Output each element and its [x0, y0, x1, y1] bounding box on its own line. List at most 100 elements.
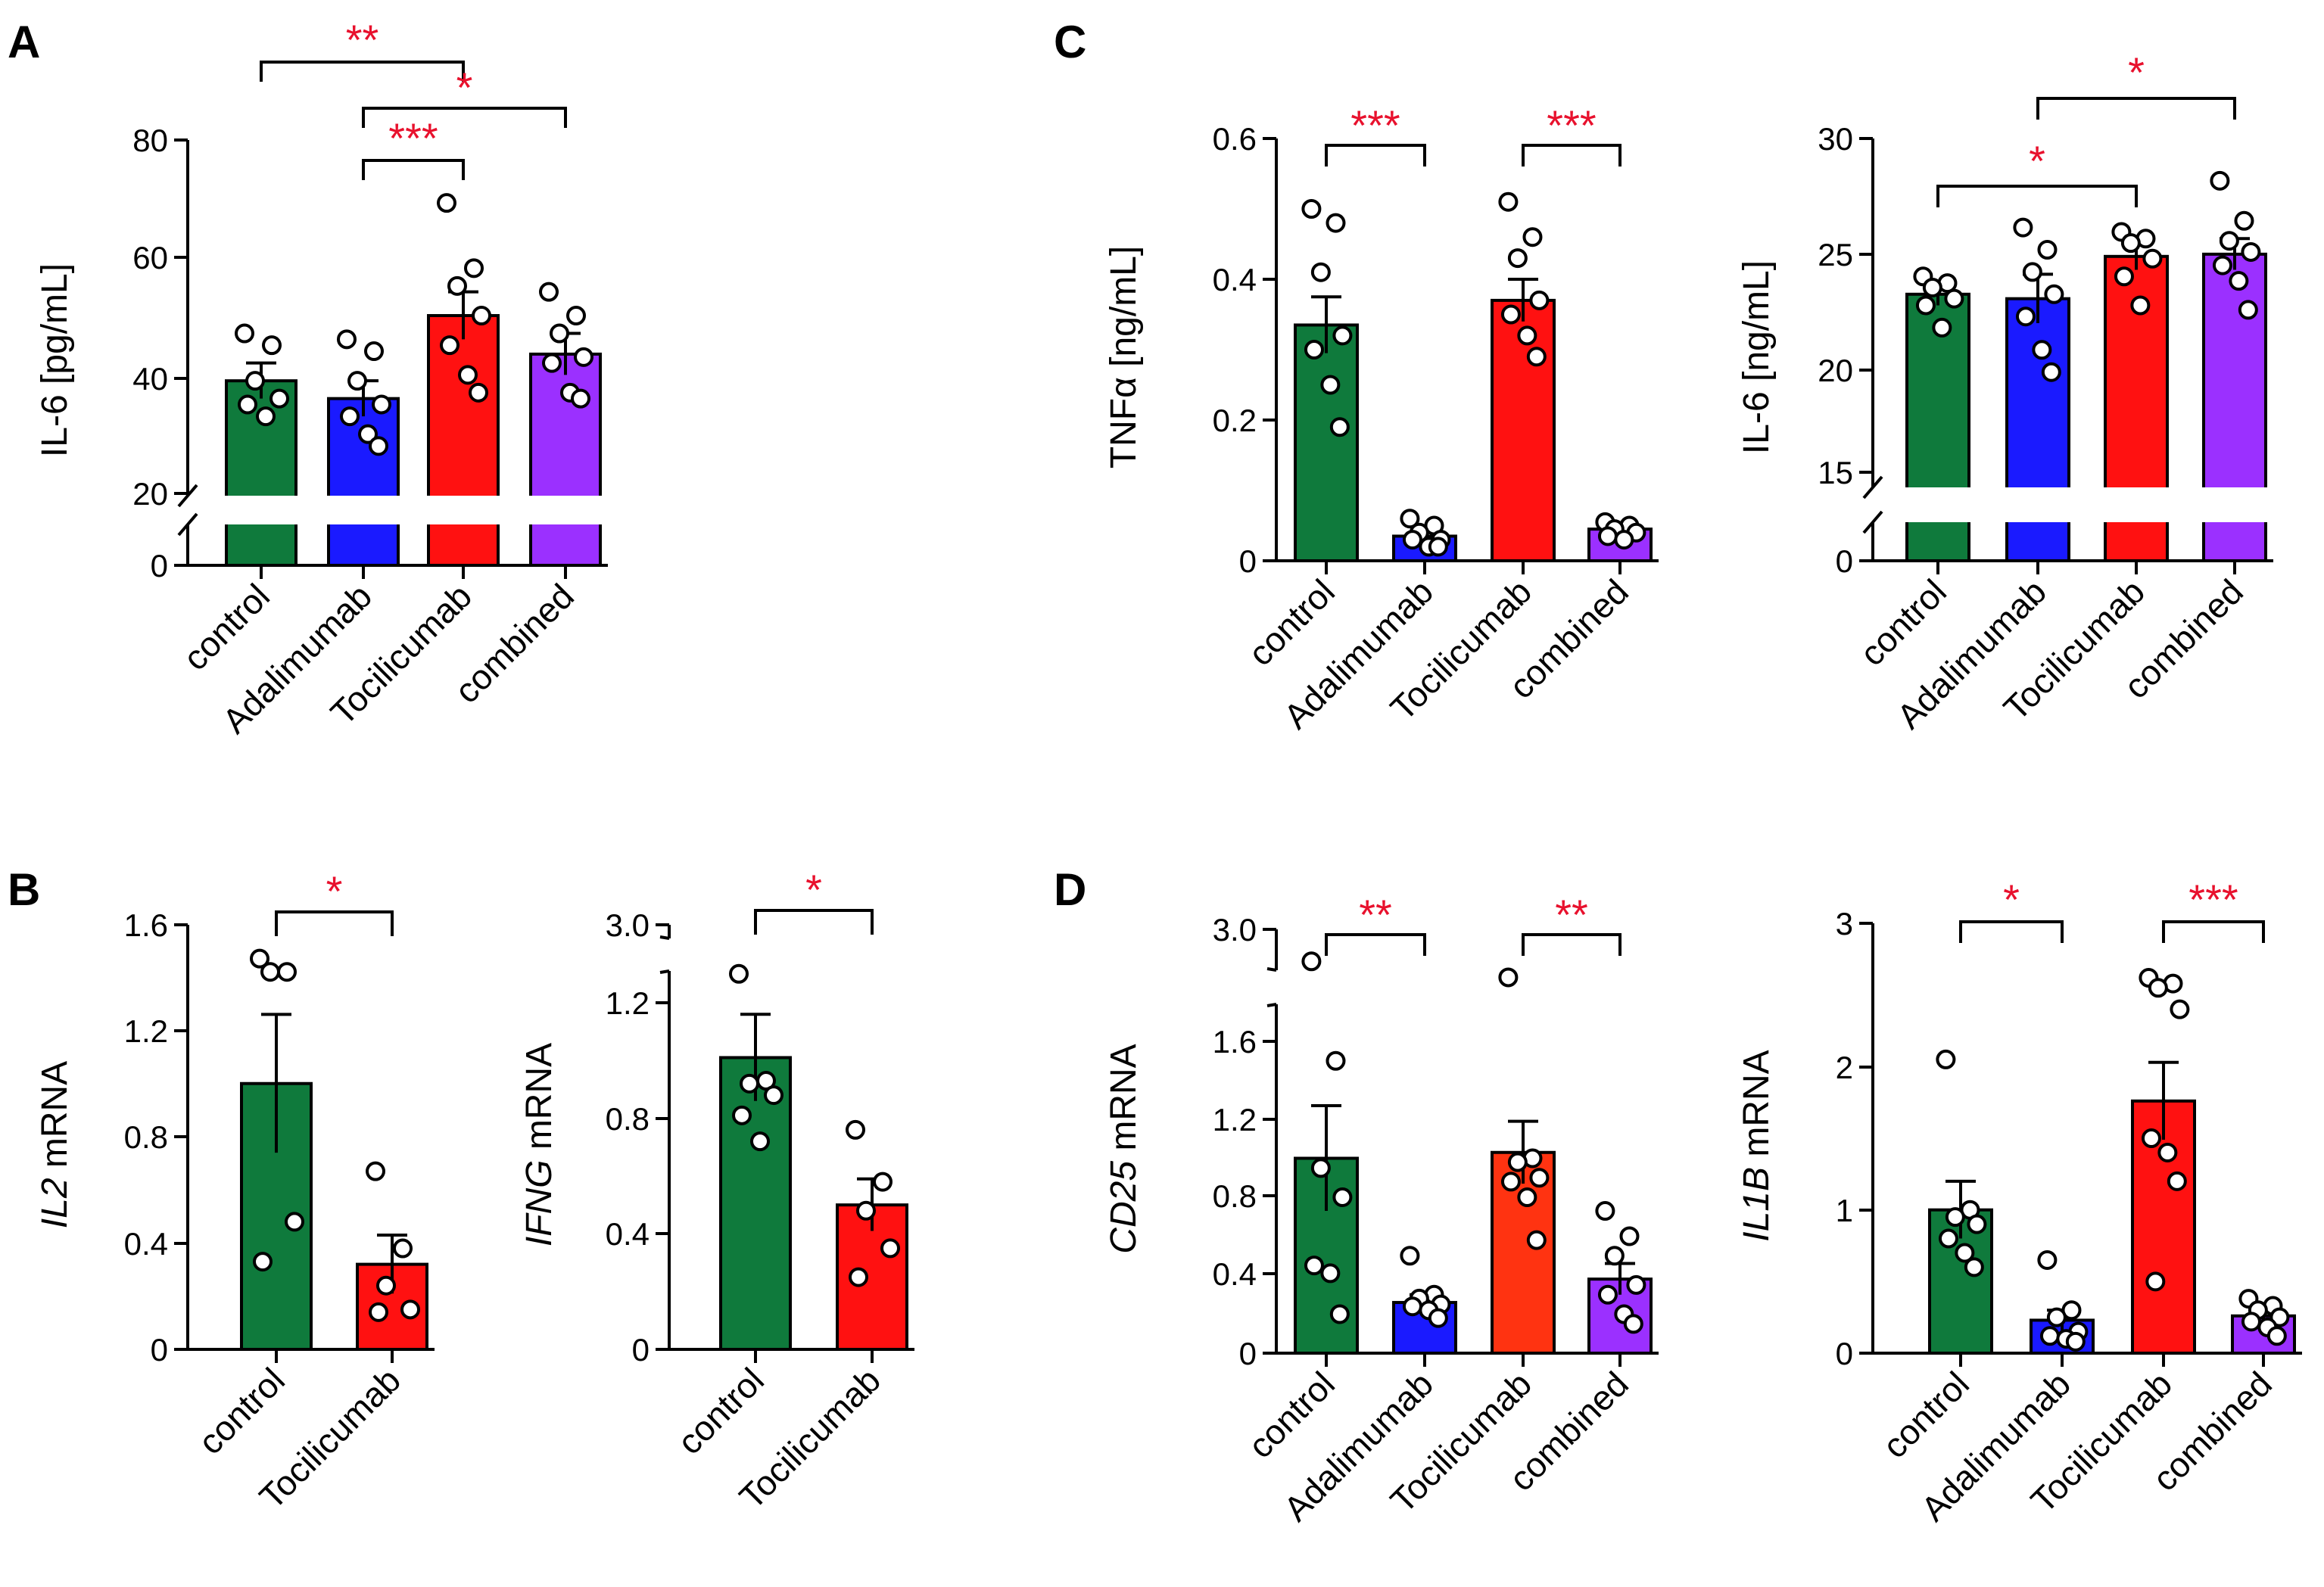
data-point-control — [1964, 1257, 1984, 1277]
axis-break-mark — [177, 484, 198, 508]
y-tick-label: 3.0 — [1213, 912, 1257, 948]
data-point-combined — [1604, 1246, 1625, 1266]
data-points — [1936, 968, 2290, 1352]
data-point-tocilicumab — [393, 1238, 413, 1259]
significance-bracket — [1959, 920, 2064, 943]
significance-bracket — [1936, 185, 2138, 207]
significance-brackets: ** — [1936, 48, 2236, 207]
data-point-combined — [1597, 526, 1618, 546]
data-point-tocilicumab — [440, 335, 460, 356]
y-tick-label: 0 — [151, 1332, 168, 1368]
data-point-tocilicumab — [2120, 233, 2141, 254]
y-axis: 0 15 20 25 30 — [1818, 121, 1883, 579]
data-point-control — [256, 406, 276, 427]
data-point-control — [1329, 417, 1350, 437]
chart-D1: D00.40.81.21.63.0controlAdalimumabTocili… — [1054, 864, 1659, 1529]
data-point-control — [1320, 1263, 1341, 1284]
data-point-tocilicumab — [447, 275, 467, 296]
panel-label-D: D — [1054, 864, 1086, 915]
axis-break-mark — [659, 969, 670, 974]
data-point-combined — [2266, 1326, 2287, 1346]
data-point-combined — [1619, 1226, 1640, 1246]
error-bars — [1923, 237, 2250, 324]
error-bars — [1945, 1060, 2279, 1330]
y-axis: 0 1 2 3 — [1836, 906, 1874, 1371]
data-point-tocilicumab — [458, 365, 478, 385]
significance-label: * — [456, 64, 473, 111]
y-axis-label: IL-6 [ng/mL] — [1737, 260, 1777, 454]
y-axis-label: IFNG mRNA — [519, 1043, 559, 1246]
data-point-combined — [2241, 241, 2261, 262]
significance-label: * — [805, 866, 822, 913]
y-tick-label: 0.4 — [1213, 262, 1257, 297]
y-tick-label: 0.8 — [124, 1119, 168, 1155]
data-point-adalimumab — [1402, 1296, 1422, 1317]
data-point-control — [1310, 1158, 1331, 1178]
data-point-tocilicumab — [366, 1161, 385, 1181]
data-point-combined — [566, 306, 586, 326]
data-points — [729, 963, 900, 1287]
bar-tocilicumab — [1491, 298, 1556, 562]
data-point-combined — [571, 388, 590, 409]
y-tick-label: 0.8 — [1213, 1178, 1257, 1214]
y-axis-label-gene: IL1B — [1737, 1167, 1777, 1242]
y-tick-label: 1.6 — [1213, 1024, 1257, 1060]
y-tick-label: 0 — [1239, 543, 1257, 579]
data-point-tocilicumab — [856, 1200, 876, 1221]
bars — [240, 1081, 428, 1351]
panel-label-C: C — [1054, 17, 1086, 67]
significance-label: *** — [1350, 101, 1400, 149]
data-point-tocilicumab — [400, 1299, 420, 1320]
y-tick-label: 3.0 — [606, 907, 650, 943]
data-point-tocilicumab — [2130, 295, 2151, 316]
data-point-combined — [1614, 530, 1634, 550]
data-point-combined — [550, 323, 569, 344]
y-axis-label: TNFα [ng/mL] — [1104, 246, 1144, 468]
data-point-adalimumab — [2015, 307, 2036, 327]
axis-break-mark — [177, 512, 198, 537]
bar-control — [1294, 323, 1359, 562]
significance-bracket — [1325, 144, 1426, 166]
data-point-tocilicumab — [1500, 304, 1521, 325]
data-point-tocilicumab — [2170, 999, 2190, 1019]
data-point-control — [277, 962, 297, 982]
data-point-tocilicumab — [1498, 191, 1519, 212]
y-tick-label: 40 — [132, 361, 168, 397]
data-point-control — [729, 963, 749, 984]
axis-break-mark — [1266, 967, 1277, 972]
data-point-combined — [2212, 255, 2232, 275]
data-point-tocilicumab — [464, 258, 484, 279]
y-tick-label: 60 — [132, 240, 168, 275]
y-tick-label: 0 — [1836, 543, 1853, 579]
data-point-combined — [2219, 231, 2239, 251]
data-point-tocilicumab — [2142, 248, 2163, 269]
data-point-tocilicumab — [849, 1267, 868, 1287]
data-point-tocilicumab — [1526, 1230, 1547, 1250]
bar-control — [719, 1056, 792, 1352]
data-point-adalimumab — [1428, 537, 1448, 557]
data-point-combined — [2269, 1307, 2290, 1327]
data-point-control — [285, 1212, 304, 1232]
data-point-adalimumab — [2065, 1331, 2086, 1352]
error-bars — [1311, 278, 1635, 541]
significance-bracket — [362, 159, 465, 180]
data-point-adalimumab — [1400, 1246, 1420, 1266]
significance-label: * — [2128, 48, 2145, 96]
data-point-adalimumab — [1402, 530, 1422, 550]
data-point-combined — [2210, 170, 2230, 191]
bar-adalimumab — [327, 397, 400, 567]
x-tick-label-control: control — [176, 576, 277, 677]
significance-label: ** — [1555, 891, 1588, 938]
data-point-tocilicumab — [1522, 227, 1543, 247]
chart-C2: 015202530controlAdalimumabTocilicumabcom… — [1737, 48, 2273, 736]
y-axis-label-suffix: mRNA — [519, 1043, 559, 1160]
data-point-combined — [1623, 1314, 1643, 1334]
data-point-adalimumab — [2046, 1307, 2067, 1327]
significance-bracket — [1325, 933, 1426, 956]
data-point-control — [1938, 1228, 1958, 1249]
y-tick-label: 2 — [1836, 1050, 1853, 1085]
data-point-combined — [574, 347, 593, 367]
data-point-control — [740, 1073, 759, 1094]
x-tick-label-control: control — [670, 1360, 771, 1461]
y-axis-label: IL1B mRNA — [1737, 1050, 1777, 1241]
